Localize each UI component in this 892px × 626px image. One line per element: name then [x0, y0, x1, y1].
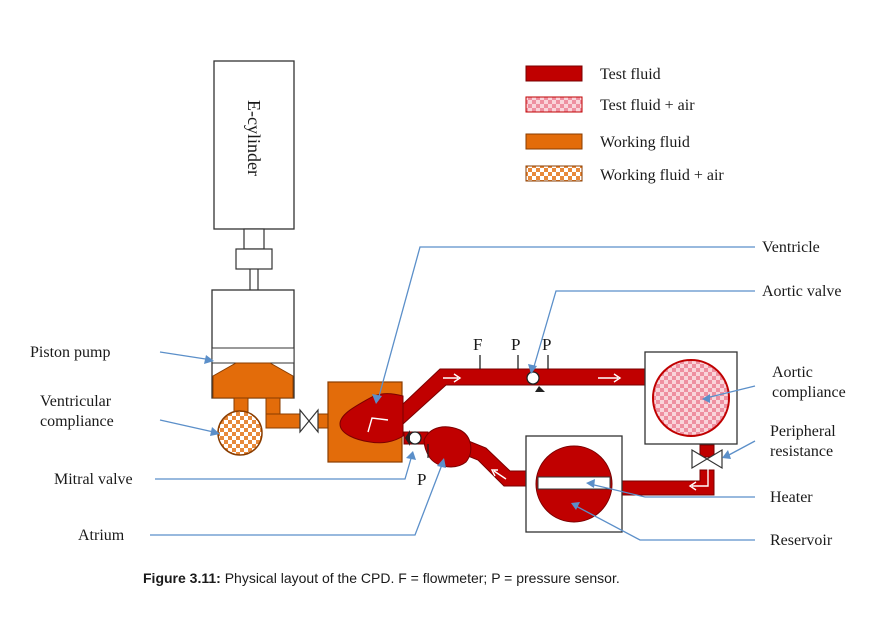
- label-reservoir: Reservoir: [770, 532, 833, 549]
- piston-pump: [211, 289, 295, 399]
- e-cylinder: E-cylinder: [213, 60, 295, 230]
- label-aortic-valve: Aortic valve: [762, 283, 842, 300]
- sensor-ticks: [479, 355, 549, 369]
- label-peripheral-resistance-line1: Peripheral: [770, 423, 836, 440]
- legend-item-test-fluid: Test fluid: [525, 65, 661, 83]
- test-fluid-pipes: [402, 368, 715, 496]
- label-pressure-sensor-1: P: [511, 335, 520, 354]
- legend-item-working-fluid: Working fluid: [525, 133, 690, 151]
- aortic-valve: [526, 371, 545, 392]
- legend-label: Test fluid + air: [600, 97, 695, 114]
- legend-item-working-fluid-air: Working fluid + air: [525, 165, 724, 184]
- sensor-labels: F P P P: [417, 335, 551, 489]
- caption-text: Physical layout of the CPD. F = flowmete…: [221, 570, 620, 586]
- label-atrium: Atrium: [78, 527, 125, 544]
- aortic-compliance-chamber: [644, 351, 738, 445]
- label-ventricular-compliance-line2: compliance: [40, 413, 114, 430]
- label-aortic-compliance-line2: compliance: [772, 384, 846, 401]
- label-ventricle: Ventricle: [762, 239, 820, 256]
- atrium-chamber: [423, 426, 472, 468]
- figure-caption: Figure 3.11: Physical layout of the CPD.…: [143, 570, 620, 586]
- leader-lines: [150, 246, 756, 541]
- peripheral-resistance-valve: [691, 448, 723, 470]
- legend-label: Test fluid: [600, 66, 661, 83]
- e-cylinder-label: E-cylinder: [244, 100, 264, 176]
- label-pressure-sensor-2: P: [542, 335, 551, 354]
- ventricle-chamber: [327, 381, 404, 463]
- working-fluid-valve: [299, 408, 319, 434]
- label-mitral-valve: Mitral valve: [54, 471, 133, 488]
- left-labels: Piston pump Ventricular compliance Mitra…: [30, 344, 133, 544]
- legend-label: Working fluid + air: [600, 167, 724, 184]
- label-ventricular-compliance-line1: Ventricular: [40, 393, 112, 410]
- caption-bold: Figure 3.11:: [143, 570, 221, 586]
- label-flowmeter: F: [473, 335, 482, 354]
- leader-arrowheads: [204, 355, 731, 510]
- legend-item-test-fluid-air: Test fluid + air: [525, 96, 695, 114]
- label-piston-pump: Piston pump: [30, 344, 110, 361]
- label-heater: Heater: [770, 489, 813, 506]
- right-labels: Ventricle Aortic valve Aortic compliance…: [762, 239, 846, 549]
- label-pressure-sensor-mitral: P: [417, 470, 426, 489]
- label-aortic-compliance-line1: Aortic: [772, 364, 813, 381]
- ventricular-compliance-chamber: [217, 410, 263, 456]
- label-peripheral-resistance-line2: resistance: [770, 443, 833, 460]
- flow-arrows: [443, 373, 709, 491]
- legend-label: Working fluid: [600, 134, 690, 151]
- heater-reservoir-unit: [525, 435, 623, 533]
- legend: Test fluid Test fluid + air Working flui…: [525, 65, 724, 184]
- mitral-valve: [405, 430, 429, 458]
